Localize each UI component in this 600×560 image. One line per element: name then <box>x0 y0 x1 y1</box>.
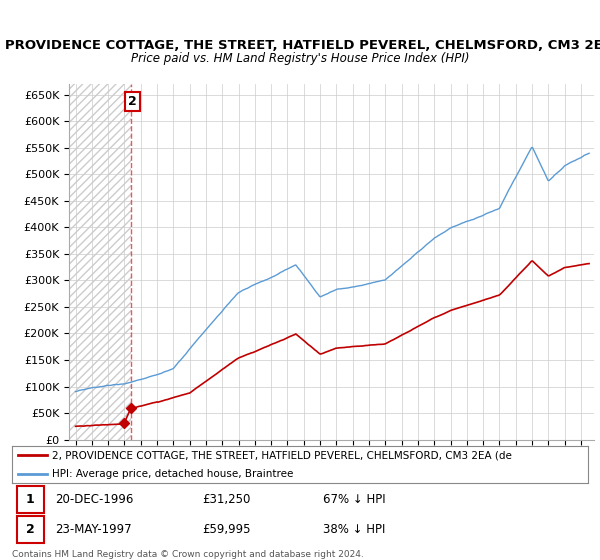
Text: 23-MAY-1997: 23-MAY-1997 <box>55 523 132 536</box>
FancyBboxPatch shape <box>17 516 44 543</box>
Text: Price paid vs. HM Land Registry's House Price Index (HPI): Price paid vs. HM Land Registry's House … <box>131 52 469 65</box>
Text: 67% ↓ HPI: 67% ↓ HPI <box>323 493 386 506</box>
Text: 1: 1 <box>26 493 35 506</box>
Text: 2: 2 <box>26 523 35 536</box>
Text: HPI: Average price, detached house, Braintree: HPI: Average price, detached house, Brai… <box>52 469 293 479</box>
FancyBboxPatch shape <box>17 486 44 513</box>
Text: £31,250: £31,250 <box>202 493 250 506</box>
Text: 2: 2 <box>128 95 137 108</box>
Text: 2, PROVIDENCE COTTAGE, THE STREET, HATFIELD PEVEREL, CHELMSFORD, CM3 2EA (de: 2, PROVIDENCE COTTAGE, THE STREET, HATFI… <box>52 450 512 460</box>
Text: 2, PROVIDENCE COTTAGE, THE STREET, HATFIELD PEVEREL, CHELMSFORD, CM3 2EA: 2, PROVIDENCE COTTAGE, THE STREET, HATFI… <box>0 39 600 52</box>
Text: Contains HM Land Registry data © Crown copyright and database right 2024.
This d: Contains HM Land Registry data © Crown c… <box>12 550 364 560</box>
Text: 38% ↓ HPI: 38% ↓ HPI <box>323 523 385 536</box>
Text: £59,995: £59,995 <box>202 523 251 536</box>
Text: 20-DEC-1996: 20-DEC-1996 <box>55 493 134 506</box>
